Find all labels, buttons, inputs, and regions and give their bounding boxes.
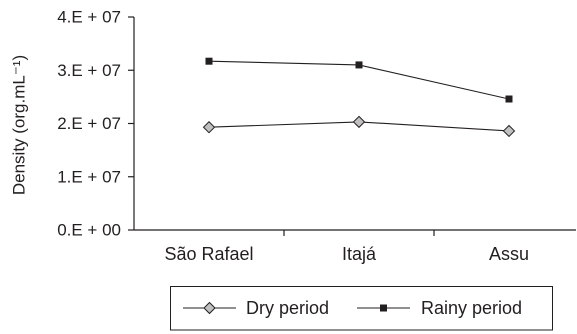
x-category-label-sao-rafael: São Rafael <box>164 244 253 264</box>
y-tick-label: 1.E + 07 <box>57 167 121 186</box>
legend: Dry period Rainy period <box>171 287 553 331</box>
y-tick-label: 3.E + 07 <box>57 61 121 80</box>
x-category-label-assu: Assu <box>489 244 529 264</box>
rainy-period-point-assu <box>506 96 513 103</box>
legend-dry-period-label: Dry period <box>246 298 329 318</box>
y-tick-label: 0.E + 00 <box>57 221 121 240</box>
legend-rainy-period-label: Rainy period <box>421 298 522 318</box>
rainy-period-point-sao-rafael <box>206 58 213 65</box>
legend-rainy-period-square-icon <box>380 305 387 312</box>
y-tick-label: 4.E + 07 <box>57 8 121 27</box>
y-axis-title: Density (org.mL⁻¹) <box>10 55 29 195</box>
x-category-label-itaja: Itajá <box>342 244 377 264</box>
y-tick-label: 2.E + 07 <box>57 114 121 133</box>
rainy-period-point-itaja <box>356 61 363 68</box>
